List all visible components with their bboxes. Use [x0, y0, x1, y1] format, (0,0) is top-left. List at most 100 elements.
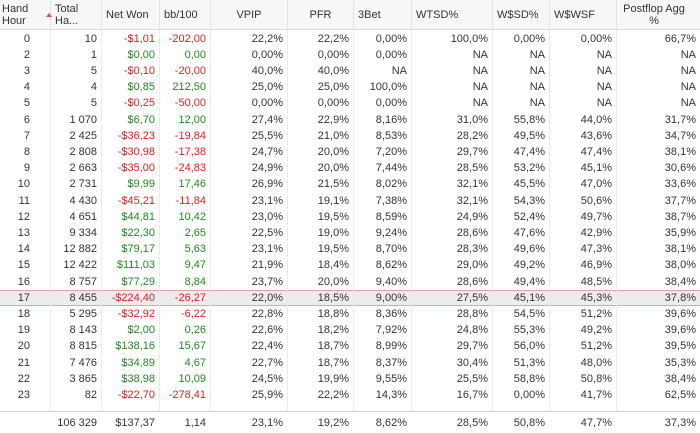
- table-row[interactable]: 2 1 $0,00 0,00 0,00% 0,00% 0,00% NA NA NA NA: [0, 47, 700, 63]
- col-header-label: WTSD%: [416, 9, 459, 21]
- table-row[interactable]: 18 5 295 -$32,92 -6,22 22,8% 18,8% 8,36% 28,8% 5…: [0, 306, 700, 322]
- total-wswsf: 47,7%: [580, 416, 612, 429]
- column-divider: [616, 30, 617, 411]
- table-row[interactable]: 0 10 -$1,01 -202,00 22,2% 22,2% 0,00% 100,0% 0,0…: [0, 31, 700, 47]
- table-row[interactable]: 9 2 663 -$35,00 -24,83 24,9% 20,0% 7,44% 28,5% 5…: [0, 160, 700, 176]
- cell-wtsd: 28,3%: [456, 243, 488, 256]
- table-row[interactable]: 19 8 143 $2,00 0,26 22,6% 18,2% 7,92% 24,8% 55,3…: [0, 322, 700, 338]
- cell-vpip: 26,9%: [251, 178, 283, 191]
- cell-bb: 0,26: [184, 324, 206, 337]
- column-divider: [210, 30, 211, 411]
- cell-pfa: 37,7%: [664, 194, 696, 207]
- cell-bb: 10,42: [178, 210, 206, 223]
- cell-hour: 2: [23, 48, 30, 61]
- cell-total: 9 334: [69, 226, 97, 239]
- cell-pfr: 19,5%: [317, 210, 349, 223]
- cell-total: 5: [90, 97, 97, 110]
- cell-total: 12 422: [63, 259, 97, 272]
- cell-vpip: 23,1%: [251, 194, 283, 207]
- table-row[interactable]: 13 9 334 $22,30 2,65 22,5% 19,0% 9,24% 28,6% 47,…: [0, 225, 700, 241]
- col-header-wssd[interactable]: W$SD%: [492, 0, 549, 30]
- cell-vpip: 24,9%: [251, 162, 283, 175]
- table-row[interactable]: 20 8 815 $138,16 15,67 22,4% 18,7% 8,99% 29,7% 5…: [0, 338, 700, 354]
- table-row[interactable]: 4 4 $0,85 212,50 25,0% 25,0% 100,0% NA NA NA NA: [0, 79, 700, 95]
- cell-pfa: 39,6%: [664, 307, 696, 320]
- cell-pfa: 30,6%: [664, 162, 696, 175]
- cell-wssd: 54,3%: [513, 194, 545, 207]
- table-row[interactable]: 8 2 808 -$30,98 -17,38 24,7% 20,0% 7,20% 29,7% 4…: [0, 144, 700, 160]
- cell-wtsd: NA: [472, 81, 488, 94]
- col-header-label: 3Bet: [358, 9, 381, 21]
- cell-net: -$0,10: [123, 64, 155, 77]
- cell-total: 2 663: [69, 162, 97, 175]
- cell-vpip: 24,5%: [251, 372, 283, 385]
- table-row[interactable]: 12 4 651 $44,81 10,42 23,0% 19,5% 8,59% 24,9% 52…: [0, 209, 700, 225]
- cell-bb: 17,46: [178, 178, 206, 191]
- cell-wssd: 52,4%: [513, 210, 545, 223]
- table-row[interactable]: 11 4 430 -$45,21 -11,84 23,1% 19,1% 7,38% 32,1%…: [0, 193, 700, 209]
- cell-total: 12 882: [63, 243, 97, 256]
- table-row[interactable]: 21 7 476 $34,89 4,67 22,7% 18,7% 8,37% 30,4% 51,…: [0, 355, 700, 371]
- cell-net: $79,17: [121, 243, 155, 256]
- col-header-vpip[interactable]: VPIP: [210, 0, 287, 30]
- cell-hour: 0: [23, 32, 30, 45]
- cell-vpip: 23,0%: [251, 210, 283, 223]
- cell-pfr: 25,0%: [317, 81, 349, 94]
- cell-wswsf: 47,3%: [580, 243, 612, 256]
- col-header-label: W$SD%: [497, 9, 539, 21]
- cell-wtsd: 32,1%: [456, 178, 488, 191]
- cell-wtsd: 31,0%: [456, 113, 488, 126]
- table-row[interactable]: 10 2 731 $9,99 17,46 26,9% 21,5% 8,02% 32,1% 45,…: [0, 176, 700, 192]
- col-header-bet3[interactable]: 3Bet: [353, 0, 411, 30]
- cell-wswsf: 48,5%: [580, 275, 612, 288]
- table-row[interactable]: 6 1 070 $6,70 12,00 27,4% 22,9% 8,16% 31,0% 55,8…: [0, 112, 700, 128]
- cell-bet3: 7,38%: [375, 194, 407, 207]
- cell-pfr: 19,9%: [317, 372, 349, 385]
- cell-bb: 212,50: [172, 81, 206, 94]
- table-row[interactable]: 16 8 757 $77,29 8,84 23,7% 20,0% 9,40% 28,6% 49,…: [0, 274, 700, 290]
- cell-wswsf: NA: [596, 48, 612, 61]
- table-row[interactable]: 23 82 -$22,70 -278,41 25,9% 22,2% 14,3% 16,7% 0,…: [0, 387, 700, 403]
- cell-wssd: 54,5%: [513, 307, 545, 320]
- cell-bb: 8,84: [184, 275, 206, 288]
- cell-total: 8 815: [69, 340, 97, 353]
- col-header-hour[interactable]: Hand Hour: [0, 0, 50, 30]
- col-header-total[interactable]: Total Ha...: [50, 0, 101, 30]
- table-row[interactable]: 14 12 882 $79,17 5,63 23,1% 19,5% 8,70% 28,3% 49…: [0, 241, 700, 257]
- cell-total: 8 757: [69, 275, 97, 288]
- table-row[interactable]: 3 5 -$0,10 -20,00 40,0% 40,0% NA NA NA NA NA: [0, 63, 700, 79]
- column-divider: [411, 30, 412, 411]
- cell-wssd: NA: [529, 97, 545, 110]
- cell-wtsd: 28,6%: [456, 226, 488, 239]
- table-row[interactable]: 5 5 -$0,25 -50,00 0,00% 0,00% 0,00% NA NA NA NA: [0, 95, 700, 111]
- cell-bb: -11,84: [175, 194, 206, 207]
- cell-hour: 7: [23, 129, 30, 142]
- cell-bet3: 0,00%: [375, 97, 407, 110]
- col-header-pfr[interactable]: PFR: [287, 0, 353, 30]
- cell-wtsd: 29,7%: [456, 145, 488, 158]
- cell-bet3: 9,00%: [375, 291, 407, 304]
- table-row[interactable]: 15 12 422 $111,03 9,47 21,9% 18,4% 8,62% 29,0% 4…: [0, 257, 700, 273]
- table-row[interactable]: 17 8 455 -$224,40 -26,27 22,0% 18,5% 9,00% 27,5…: [0, 289, 700, 306]
- table-row[interactable]: 7 2 425 -$36,23 -19,84 25,5% 21,0% 8,53% 28,2% 4…: [0, 128, 700, 144]
- cell-pfa: NA: [680, 81, 696, 94]
- col-header-pfa[interactable]: Postflop Agg %: [616, 0, 700, 30]
- cell-net: $111,03: [116, 259, 155, 272]
- cell-bet3: 8,59%: [375, 210, 407, 223]
- cell-hour: 20: [17, 340, 30, 353]
- cell-bb: 2,65: [184, 226, 206, 239]
- cell-wssd: 0,00%: [513, 388, 545, 401]
- cell-total: 2 808: [69, 145, 97, 158]
- cell-wtsd: 25,5%: [456, 372, 488, 385]
- col-header-label: Total Ha...: [55, 3, 79, 27]
- cell-hour: 21: [17, 356, 30, 369]
- col-header-net[interactable]: Net Won: [101, 0, 159, 30]
- col-header-bb[interactable]: bb/100: [159, 0, 210, 30]
- col-header-wswsf[interactable]: W$WSF: [549, 0, 616, 30]
- table-row[interactable]: 22 3 865 $38,98 10,09 24,5% 19,9% 9,55% 25,5% 58…: [0, 371, 700, 387]
- col-header-wtsd[interactable]: WTSD%: [411, 0, 492, 30]
- cell-wswsf: 42,9%: [580, 226, 612, 239]
- cell-bb: 15,67: [178, 340, 206, 353]
- cell-hour: 17: [17, 291, 30, 304]
- cell-wssd: 45,1%: [513, 291, 545, 304]
